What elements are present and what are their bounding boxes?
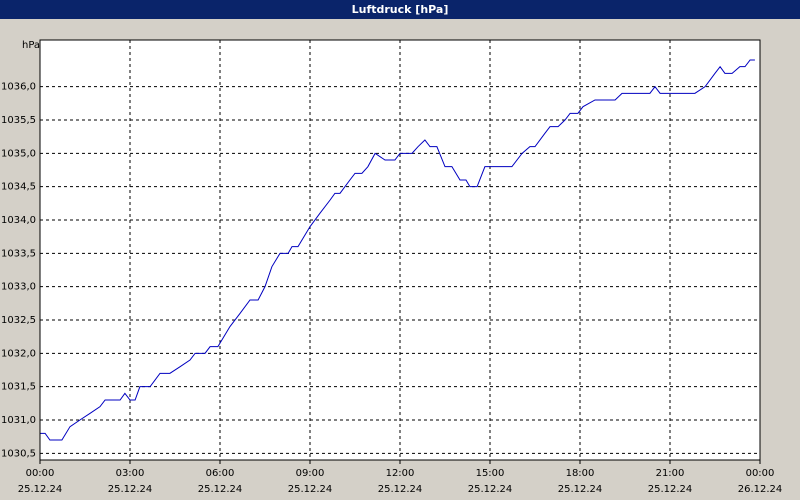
plot-border: [39, 39, 761, 461]
y-tick-label: 1032,5: [1, 315, 36, 326]
x-tick-label: 21:00: [656, 468, 685, 479]
x-tick-label: 00:00: [26, 468, 55, 479]
x-tick-label: 06:00: [206, 468, 235, 479]
x-tick-label: 26.12.24: [738, 484, 783, 495]
y-tick-label: 1030,5: [1, 448, 36, 459]
x-tick-label: 15:00: [476, 468, 505, 479]
y-tick-label: 1036,0: [1, 82, 36, 93]
y-tick-label: 1031,0: [1, 415, 36, 426]
x-tick-label: 25.12.24: [288, 484, 333, 495]
x-tick-label: 12:00: [386, 468, 415, 479]
x-tick-label: 25.12.24: [198, 484, 243, 495]
y-axis-label: hPa: [22, 40, 40, 51]
x-tick-label: 00:00: [746, 468, 775, 479]
y-tick-label: 1033,5: [1, 248, 36, 259]
line: [40, 59, 755, 441]
y-tick-label: 1035,0: [1, 148, 36, 159]
y-tick-label: 1032,0: [1, 348, 36, 359]
chart-title: Luftdruck [hPa]: [352, 3, 449, 16]
x-tick-label: 25.12.24: [648, 484, 693, 495]
y-tick-label: 1034,5: [1, 182, 36, 193]
x-tick-label: 25.12.24: [468, 484, 513, 495]
title-bar: [0, 0, 800, 19]
x-tick-label: 25.12.24: [558, 484, 603, 495]
x-tick-label: 25.12.24: [18, 484, 63, 495]
x-tick-label: 09:00: [296, 468, 325, 479]
x-tick-label: 03:00: [116, 468, 145, 479]
y-tick-label: 1035,5: [1, 115, 36, 126]
x-tick-label: 18:00: [566, 468, 595, 479]
y-tick-label: 1031,5: [1, 382, 36, 393]
x-tick-label: 25.12.24: [378, 484, 423, 495]
y-tick-label: 1034,0: [1, 215, 36, 226]
x-tick-label: 25.12.24: [108, 484, 153, 495]
y-tick-label: 1033,0: [1, 282, 36, 293]
